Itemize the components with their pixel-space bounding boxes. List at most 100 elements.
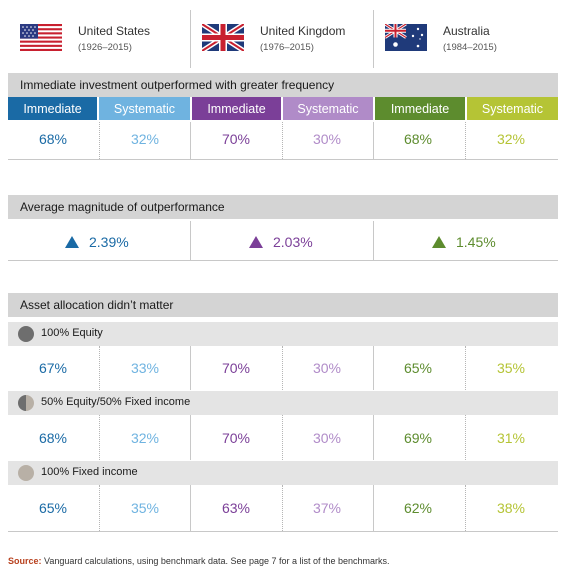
frequency-uk-systematic: 30% <box>312 131 342 147</box>
column-divider <box>99 122 100 159</box>
legend-label: Immediate <box>207 101 266 116</box>
allocation-section-title: Asset allocation didn’t matter <box>20 298 174 312</box>
frequency-us-systematic: 32% <box>130 131 160 147</box>
magnitude-au: 1.45% <box>432 234 496 250</box>
column-divider <box>190 346 191 390</box>
column-divider <box>373 415 374 460</box>
column-divider <box>373 346 374 390</box>
legend-label: Immediate <box>390 101 450 116</box>
legend-uk-immediate: Immediate <box>192 97 281 120</box>
magnitude-value: 2.03% <box>273 234 313 250</box>
allocation-us-systematic: 35% <box>130 500 160 516</box>
column-divider <box>190 485 191 531</box>
row-divider <box>8 531 558 532</box>
half-equity-circle-icon <box>18 395 34 411</box>
column-divider <box>373 221 374 260</box>
allocation-au-systematic: 31% <box>496 430 526 446</box>
allocation-row-header-balanced: 50% Equity/50% Fixed income <box>8 391 558 415</box>
country-name: Australia <box>443 24 490 38</box>
full-equity-circle-icon <box>18 326 34 342</box>
magnitude-us: 2.39% <box>65 234 129 250</box>
allocation-uk-immediate: 63% <box>221 500 251 516</box>
column-divider <box>99 415 100 460</box>
frequency-section-header: Immediate investment outperformed with g… <box>8 73 558 97</box>
column-divider <box>99 346 100 390</box>
allocation-uk-immediate: 70% <box>221 430 251 446</box>
allocation-au-systematic: 35% <box>496 360 526 376</box>
allocation-label: 50% Equity/50% Fixed income <box>41 396 191 408</box>
allocation-us-immediate: 65% <box>38 500 68 516</box>
country-name: United States <box>78 24 151 38</box>
allocation-au-immediate: 65% <box>403 360 433 376</box>
country-header-australia: Australia (1984–2015) <box>373 0 558 68</box>
frequency-section-title: Immediate investment outperformed with g… <box>20 78 335 92</box>
legend-label: Systematic <box>297 101 359 116</box>
column-divider <box>282 122 283 159</box>
magnitude-section-header: Average magnitude of outperformance <box>8 195 558 219</box>
legend-uk-systematic: Systematic <box>283 97 373 120</box>
source-note: Source: Vanguard calculations, using ben… <box>8 556 390 566</box>
frequency-au-immediate: 68% <box>403 131 433 147</box>
column-divider <box>373 122 374 159</box>
legend-au-immediate: Immediate <box>375 97 465 120</box>
header-divider <box>373 10 374 68</box>
header-divider <box>190 10 191 68</box>
allocation-uk-systematic: 37% <box>312 500 342 516</box>
legend-label: Systematic <box>481 101 544 116</box>
allocation-us-immediate: 68% <box>38 430 68 446</box>
magnitude-section-title: Average magnitude of outperformance <box>20 200 225 214</box>
uk-flag-icon <box>202 24 244 51</box>
allocation-us-immediate: 67% <box>38 360 68 376</box>
source-text: Vanguard calculations, using benchmark d… <box>41 556 390 566</box>
country-name: United Kingdom <box>260 24 346 38</box>
allocation-au-immediate: 69% <box>403 430 433 446</box>
legend-label: Systematic <box>113 101 176 116</box>
column-divider <box>465 415 466 460</box>
fixed-income-circle-icon <box>18 465 34 481</box>
country-header-uk: United Kingdom (1976–2015) <box>190 0 373 68</box>
allocation-label: 100% Equity <box>41 327 103 339</box>
country-header-us: United States (1926–2015) <box>8 0 190 68</box>
column-divider <box>282 485 283 531</box>
column-divider <box>465 346 466 390</box>
legend-au-systematic: Systematic <box>467 97 558 120</box>
allocation-au-systematic: 38% <box>496 500 526 516</box>
allocation-row-header-fixed-income: 100% Fixed income <box>8 461 558 485</box>
column-divider <box>190 122 191 159</box>
up-triangle-icon <box>432 236 446 248</box>
allocation-us-systematic: 32% <box>130 430 160 446</box>
magnitude-uk: 2.03% <box>249 234 313 250</box>
legend-us-immediate: Immediate <box>8 97 97 120</box>
allocation-uk-immediate: 70% <box>221 360 251 376</box>
legend-us-systematic: Systematic <box>99 97 190 120</box>
country-years: (1984–2015) <box>443 42 497 53</box>
magnitude-value: 1.45% <box>456 234 496 250</box>
column-divider <box>373 485 374 531</box>
allocation-row-header-equity: 100% Equity <box>8 322 558 346</box>
allocation-uk-systematic: 30% <box>312 430 342 446</box>
up-triangle-icon <box>65 236 79 248</box>
column-divider <box>190 221 191 260</box>
column-divider <box>99 485 100 531</box>
row-divider <box>8 159 558 160</box>
allocation-uk-systematic: 30% <box>312 360 342 376</box>
us-flag-icon <box>20 24 62 51</box>
allocation-au-immediate: 62% <box>403 500 433 516</box>
frequency-us-immediate: 68% <box>38 131 68 147</box>
frequency-au-systematic: 32% <box>496 131 526 147</box>
country-years: (1926–2015) <box>78 42 132 53</box>
column-divider <box>465 485 466 531</box>
column-divider <box>282 415 283 460</box>
allocation-label: 100% Fixed income <box>41 466 138 478</box>
australia-flag-icon <box>385 24 427 51</box>
column-divider <box>282 346 283 390</box>
up-triangle-icon <box>249 236 263 248</box>
column-divider <box>465 122 466 159</box>
column-divider <box>190 415 191 460</box>
allocation-section-header: Asset allocation didn’t matter <box>8 293 558 317</box>
row-divider <box>8 260 558 261</box>
magnitude-value: 2.39% <box>89 234 129 250</box>
frequency-uk-immediate: 70% <box>221 131 251 147</box>
legend-label: Immediate <box>23 101 82 116</box>
country-years: (1976–2015) <box>260 42 314 53</box>
